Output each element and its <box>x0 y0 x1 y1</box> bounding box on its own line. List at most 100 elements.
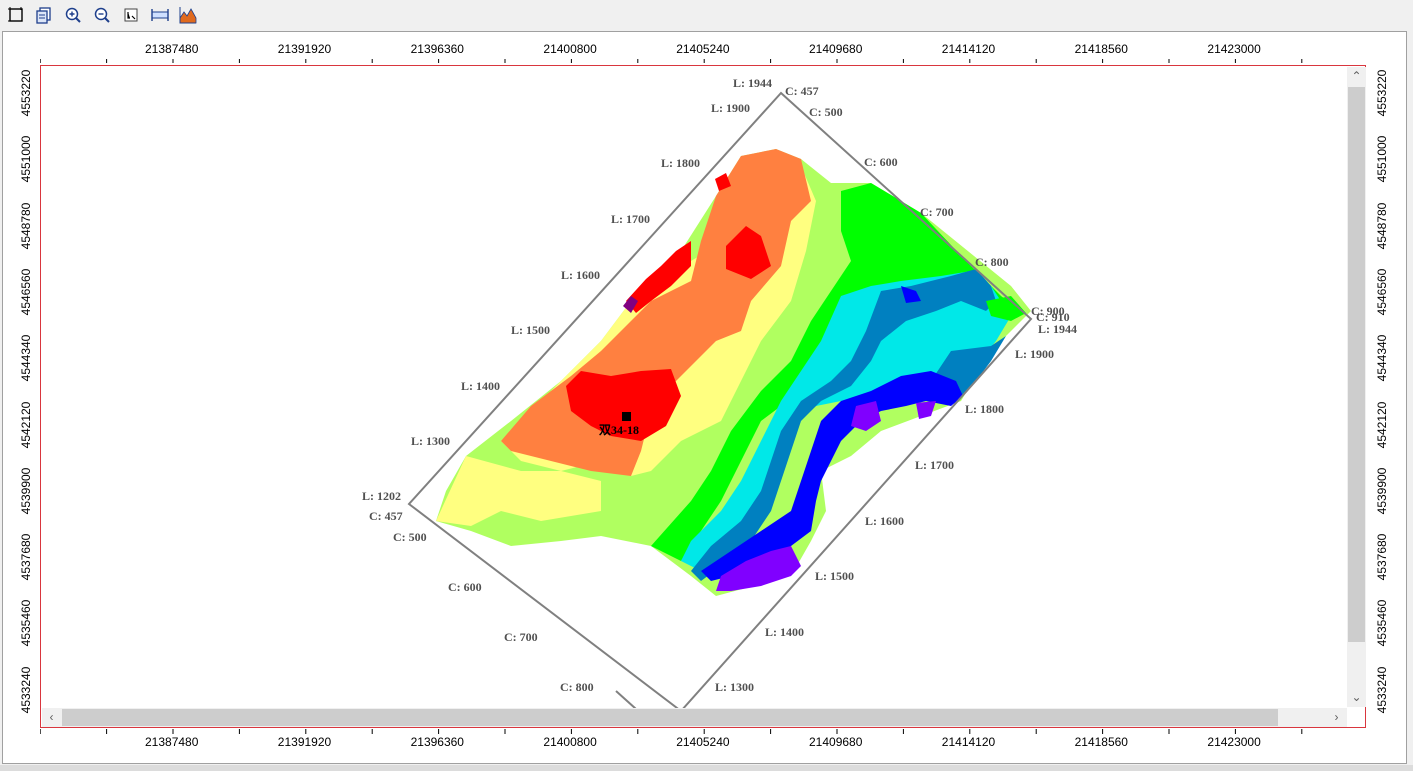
y-tick-label: 4548780 <box>1375 202 1389 249</box>
top-ruler: 21387480 21391920 21396360 21400800 21405240… <box>40 33 1366 64</box>
line-label-upper: L: 1700 <box>611 212 650 226</box>
zone-blue <box>901 286 921 303</box>
cdp-label-lower: C: 600 <box>448 580 482 594</box>
zone-violet <box>916 401 936 419</box>
cdp-label-lower: C: 457 <box>369 509 403 523</box>
zone-yellow <box>436 456 601 526</box>
fit-button[interactable] <box>120 4 142 26</box>
line-label-upper: L: 1600 <box>561 268 600 282</box>
select-tool-button[interactable] <box>5 4 27 26</box>
zoom-in-button[interactable] <box>62 4 84 26</box>
well-marker[interactable] <box>622 412 631 421</box>
horizontal-scrollbar[interactable]: ‹ › <box>42 708 1347 727</box>
cdp-label-lower: C: 700 <box>504 630 538 644</box>
cdp-label-upper: C: 900 <box>1031 304 1065 318</box>
zone-violet <box>851 401 881 431</box>
x-tick-label: 21418560 <box>1074 42 1128 56</box>
y-tick-label: 4539900 <box>1375 467 1389 515</box>
copy-button[interactable] <box>33 4 55 26</box>
cdp-label-upper: C: 910 <box>1036 310 1070 324</box>
y-tick-label: 4542120 <box>19 401 33 448</box>
y-tick-label: 4535460 <box>1375 600 1389 647</box>
y-tick-label: 4537680 <box>19 533 33 581</box>
x-tick-label: 21396360 <box>410 42 464 56</box>
horizontal-scroll-thumb[interactable] <box>62 709 1278 726</box>
x-tick-label: 21387480 <box>145 735 199 749</box>
line-label-lower: L: 1500 <box>815 569 854 583</box>
y-tick-label: 4535460 <box>19 600 33 647</box>
zone-violet <box>716 546 801 591</box>
line-label-lower: L: 1300 <box>715 680 754 694</box>
y-tick-label: 4551000 <box>1375 135 1389 183</box>
ruler-ticks <box>40 729 1303 734</box>
zone-green <box>986 296 1026 321</box>
horizontal-measure-icon <box>151 9 169 21</box>
y-tick-label: 4539900 <box>19 467 33 515</box>
y-tick-label: 4548780 <box>19 202 33 249</box>
measure-button[interactable] <box>149 4 171 26</box>
line-label-upper: L: 1500 <box>511 323 550 337</box>
y-tick-label: 4533240 <box>19 666 33 714</box>
x-tick-label: 21400800 <box>543 735 597 749</box>
x-tick-label: 21409680 <box>809 42 863 56</box>
zone-red <box>726 226 771 279</box>
x-tick-label: 21396360 <box>410 735 464 749</box>
vertical-scrollbar[interactable]: ⌃ ⌄ <box>1347 67 1366 707</box>
line-label-upper: L: 1300 <box>411 434 450 448</box>
cdp-label-upper: C: 500 <box>809 105 843 119</box>
scroll-right-icon[interactable]: › <box>1334 710 1339 724</box>
y-tick-label: 4544340 <box>1375 334 1389 382</box>
scroll-up-icon[interactable]: ⌃ <box>1351 69 1362 83</box>
zone-red <box>566 369 681 441</box>
vertical-scroll-thumb[interactable] <box>1348 87 1365 642</box>
line-label-lower: L: 1600 <box>865 514 904 528</box>
line-label-upper: L: 1202 <box>362 489 401 503</box>
line-label-lower: L: 1944 <box>1038 322 1077 336</box>
fit-extent-icon <box>124 8 138 22</box>
x-tick-label: 21405240 <box>676 735 730 749</box>
cdp-label-lower: C: 800 <box>560 680 594 694</box>
zone-steelblue <box>691 269 996 581</box>
copy-icon <box>36 7 51 24</box>
attribute-surface <box>436 149 1031 596</box>
y-tick-label: 4544340 <box>19 334 33 382</box>
zone-blue <box>701 371 963 581</box>
y-tick-label: 4553220 <box>19 69 33 117</box>
rectangle-select-icon <box>8 7 23 22</box>
line-label-upper: L: 1400 <box>461 379 500 393</box>
ruler-ticks <box>40 59 1303 63</box>
zone-red <box>715 173 731 191</box>
zoom-out-button[interactable] <box>91 4 113 26</box>
cdp-label-upper: C: 600 <box>864 155 898 169</box>
x-tick-label: 21391920 <box>277 42 332 56</box>
scroll-left-icon[interactable]: ‹ <box>49 710 54 724</box>
left-ruler: 4553220 4551000 4548780 4546560 4544340 45421… <box>4 65 39 728</box>
zone-cyan <box>681 271 1011 571</box>
x-tick-label: 21391920 <box>277 735 332 749</box>
x-tick-label: 21423000 <box>1207 42 1261 56</box>
zone-dark <box>623 296 638 313</box>
y-tick-label: 4553220 <box>1375 69 1389 117</box>
x-tick-label: 21405240 <box>676 42 730 56</box>
line-label-upper: L: 1944 <box>733 76 772 90</box>
x-tick-label: 21387480 <box>145 42 199 56</box>
line-label-upper: L: 1900 <box>711 101 750 115</box>
bottom-ruler: 21387480 21391920 21396360 21400800 21405240… <box>40 729 1366 759</box>
cdp-label-upper: C: 457 <box>785 84 819 98</box>
cdp-label-upper: C: 800 <box>975 255 1009 269</box>
line-label-upper: L: 1800 <box>661 156 700 170</box>
cdp-label-lower: C: 500 <box>393 530 427 544</box>
y-tick-label: 4533240 <box>1375 666 1389 714</box>
x-tick-label: 21414120 <box>941 735 996 749</box>
x-tick-label: 21400800 <box>543 42 597 56</box>
zoom-out-icon <box>94 7 110 23</box>
line-label-lower: L: 1900 <box>1015 347 1054 361</box>
line-label-lower: L: 1400 <box>765 625 804 639</box>
y-tick-label: 4551000 <box>19 135 33 183</box>
map-canvas[interactable]: 双34-18 L: 1944 L: 1900 L: 1800 L: 1700 L… <box>40 65 1366 728</box>
x-tick-label: 21423000 <box>1207 735 1261 749</box>
scroll-down-icon[interactable]: ⌄ <box>1351 690 1362 704</box>
toolbar <box>0 0 1413 30</box>
histogram-button[interactable] <box>177 4 199 26</box>
y-tick-label: 4546560 <box>19 268 33 316</box>
